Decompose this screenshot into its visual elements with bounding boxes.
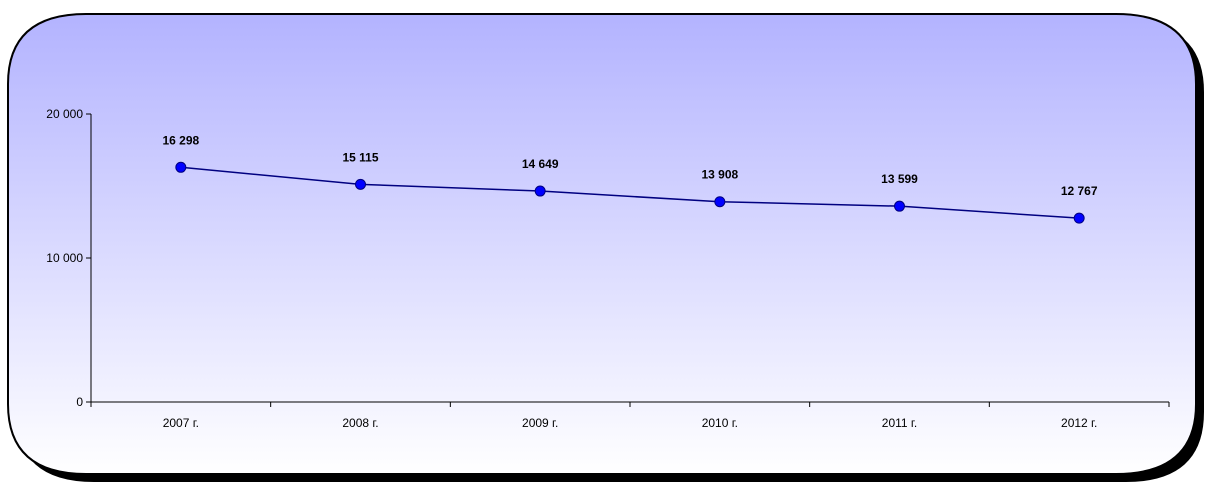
data-points [175, 161, 1085, 224]
data-point [714, 196, 726, 208]
x-tick-label: 2007 г. [163, 416, 199, 430]
x-tick-label: 2008 г. [342, 416, 378, 430]
series-line [180, 166, 1080, 219]
data-label: 13 599 [881, 172, 918, 186]
data-point [534, 185, 546, 197]
data-label: 14 649 [522, 157, 559, 171]
data-point [894, 200, 905, 212]
data-label: 12 767 [1061, 184, 1098, 198]
data-point [175, 161, 187, 173]
x-axis-ticks: 2007 г. 2008 г. 2009 г. 2010 г. 2011 г. 2012 … [90, 402, 1170, 430]
y-tick-label: 20 000 [46, 107, 83, 121]
x-tick-label: 2012 г. [1061, 416, 1097, 430]
chart-background [7, 13, 1197, 475]
data-label: 13 908 [701, 168, 738, 182]
y-axis-ticks: 0 10 000 20 000 [46, 107, 91, 409]
data-label: 15 115 [342, 150, 378, 164]
x-tick-label: 2011 г. [882, 416, 917, 430]
data-labels: 16 298 15 115 14 649 13 908 13 599 12 767 [162, 133, 1097, 198]
data-point [1073, 212, 1085, 224]
data-point [355, 178, 366, 190]
y-tick-label: 0 [76, 395, 83, 409]
x-tick-label: 2009 г. [522, 416, 558, 430]
data-label: 16 298 [162, 133, 199, 147]
series-polyline [180, 166, 1080, 219]
x-tick-label: 2010 г. [702, 416, 738, 430]
y-tick-label: 10 000 [46, 251, 83, 265]
